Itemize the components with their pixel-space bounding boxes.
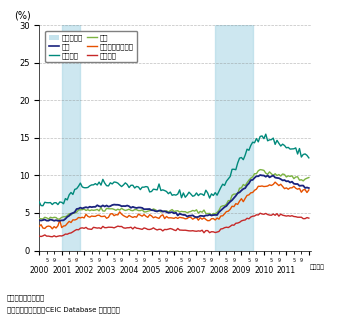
Bar xyxy=(62,25,80,250)
Text: （年月）: （年月） xyxy=(310,264,325,270)
Bar xyxy=(215,25,253,250)
Text: 資料：米国労働省、CEIC Database から作成。: 資料：米国労働省、CEIC Database から作成。 xyxy=(7,307,120,313)
Text: 備考：季節調整値。: 備考：季節調整値。 xyxy=(7,294,45,301)
Legend: 景気後退期, 全体, 高卒未満, 高卒, 短大・専門学校卒, 大卒以上: 景気後退期, 全体, 高卒未満, 高卒, 短大・専門学校卒, 大卒以上 xyxy=(45,31,137,62)
Y-axis label: (%): (%) xyxy=(15,11,31,21)
